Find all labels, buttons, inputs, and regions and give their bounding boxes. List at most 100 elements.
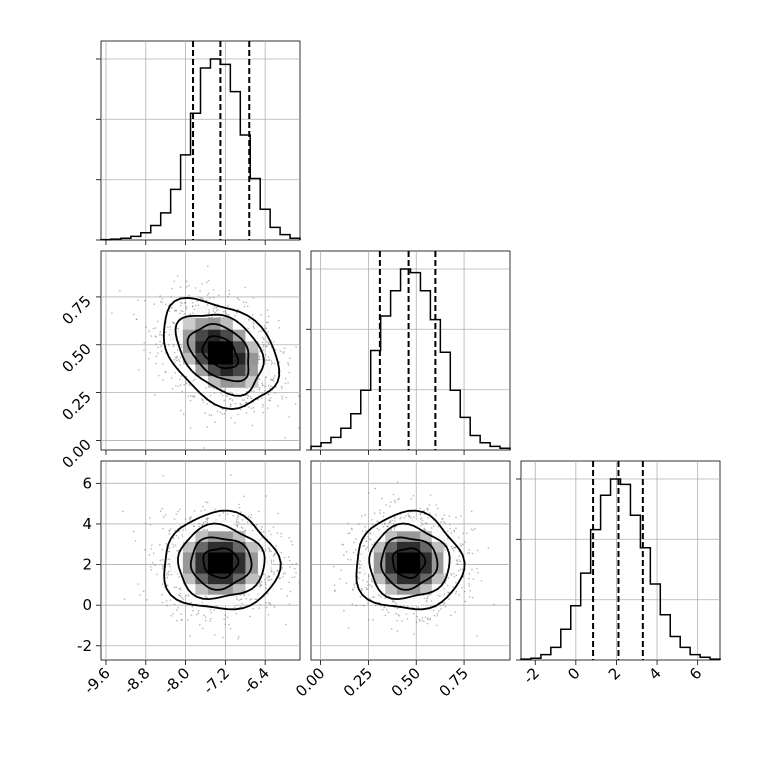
sample-point [385,609,388,611]
sample-point [179,595,182,597]
sample-point [185,594,187,597]
sample-point [427,509,429,511]
sample-point [396,481,399,483]
sample-point [279,577,282,579]
sample-point [236,596,238,598]
sample-point [261,392,263,395]
y-tick-label: 0.50 [58,340,94,376]
sample-point [448,598,451,601]
x-tick-label: -2 [520,664,543,687]
sample-point [176,355,178,358]
sample-point [253,390,255,393]
sample-point [154,564,156,567]
density-cell [232,562,246,574]
sample-point [261,537,263,539]
sample-point [249,395,252,398]
sample-point [249,615,251,618]
sample-point [367,602,369,605]
sample-point [260,397,263,400]
sample-point [403,517,406,519]
sample-point [397,498,399,501]
sample-point [354,548,357,551]
sample-point [257,510,260,513]
density-cell [245,375,259,388]
sample-point [206,518,208,521]
density-cell [373,573,386,585]
sample-point [259,350,261,353]
sample-point [430,527,433,529]
sample-point [252,323,255,325]
sample-point [238,506,241,509]
sample-point [288,371,291,374]
sample-point [365,586,367,589]
density-cell [182,530,196,542]
histogram-step [310,268,511,450]
sample-point [269,397,272,399]
sample-point [384,614,387,617]
density-cell [220,364,234,377]
sample-point [168,550,171,553]
histogram-step [100,58,301,241]
sample-point [349,532,351,534]
contour-level-1 [391,547,427,579]
sample-point [281,387,283,389]
density-cell [396,520,410,532]
sample-point [419,518,422,520]
sample-point [267,321,270,324]
sample-point [188,294,190,297]
sample-point [167,573,170,576]
sample-point [293,576,296,578]
sample-point [190,516,192,518]
sample-point [149,524,152,526]
sample-point [263,389,266,392]
sample-point [437,525,440,528]
sample-point [361,530,364,532]
sample-point [169,558,171,561]
sample-point [185,382,188,385]
density-cell [420,551,433,564]
density-cell [220,583,234,595]
sample-point [189,635,191,637]
sample-point [258,388,261,391]
sample-point [174,544,177,546]
sample-point [380,605,382,607]
sample-point [458,536,460,539]
sample-point [355,538,357,540]
sample-point [170,377,173,379]
sample-point [268,601,270,604]
sample-point [374,604,377,607]
sample-point [424,529,427,531]
sample-point [470,510,473,513]
sample-point [358,577,360,579]
density-cell [362,562,375,574]
sample-point [458,559,460,561]
sample-point [243,399,245,401]
sample-point [173,603,176,606]
sample-point [395,612,397,615]
density-cell [420,541,433,553]
sample-point [364,573,366,575]
sample-point [173,351,176,354]
sample-point [397,613,399,616]
sample-point [361,589,363,592]
density-cell [431,573,444,585]
sample-point [259,547,261,550]
sample-point [281,563,283,565]
sample-point [378,594,380,597]
sample-point [260,528,263,530]
density-cell [207,573,221,585]
sample-point [172,345,175,348]
density-cell [182,573,196,585]
sample-point [261,341,264,344]
sample-point [430,600,433,602]
sample-point [446,530,449,533]
sample-point [260,550,262,552]
sample-point [174,356,177,359]
sample-point [182,598,185,601]
sample-point [144,299,146,302]
sample-point [185,280,188,282]
sample-point [179,587,182,590]
sample-point [224,614,226,617]
contour-level-3 [368,522,451,601]
